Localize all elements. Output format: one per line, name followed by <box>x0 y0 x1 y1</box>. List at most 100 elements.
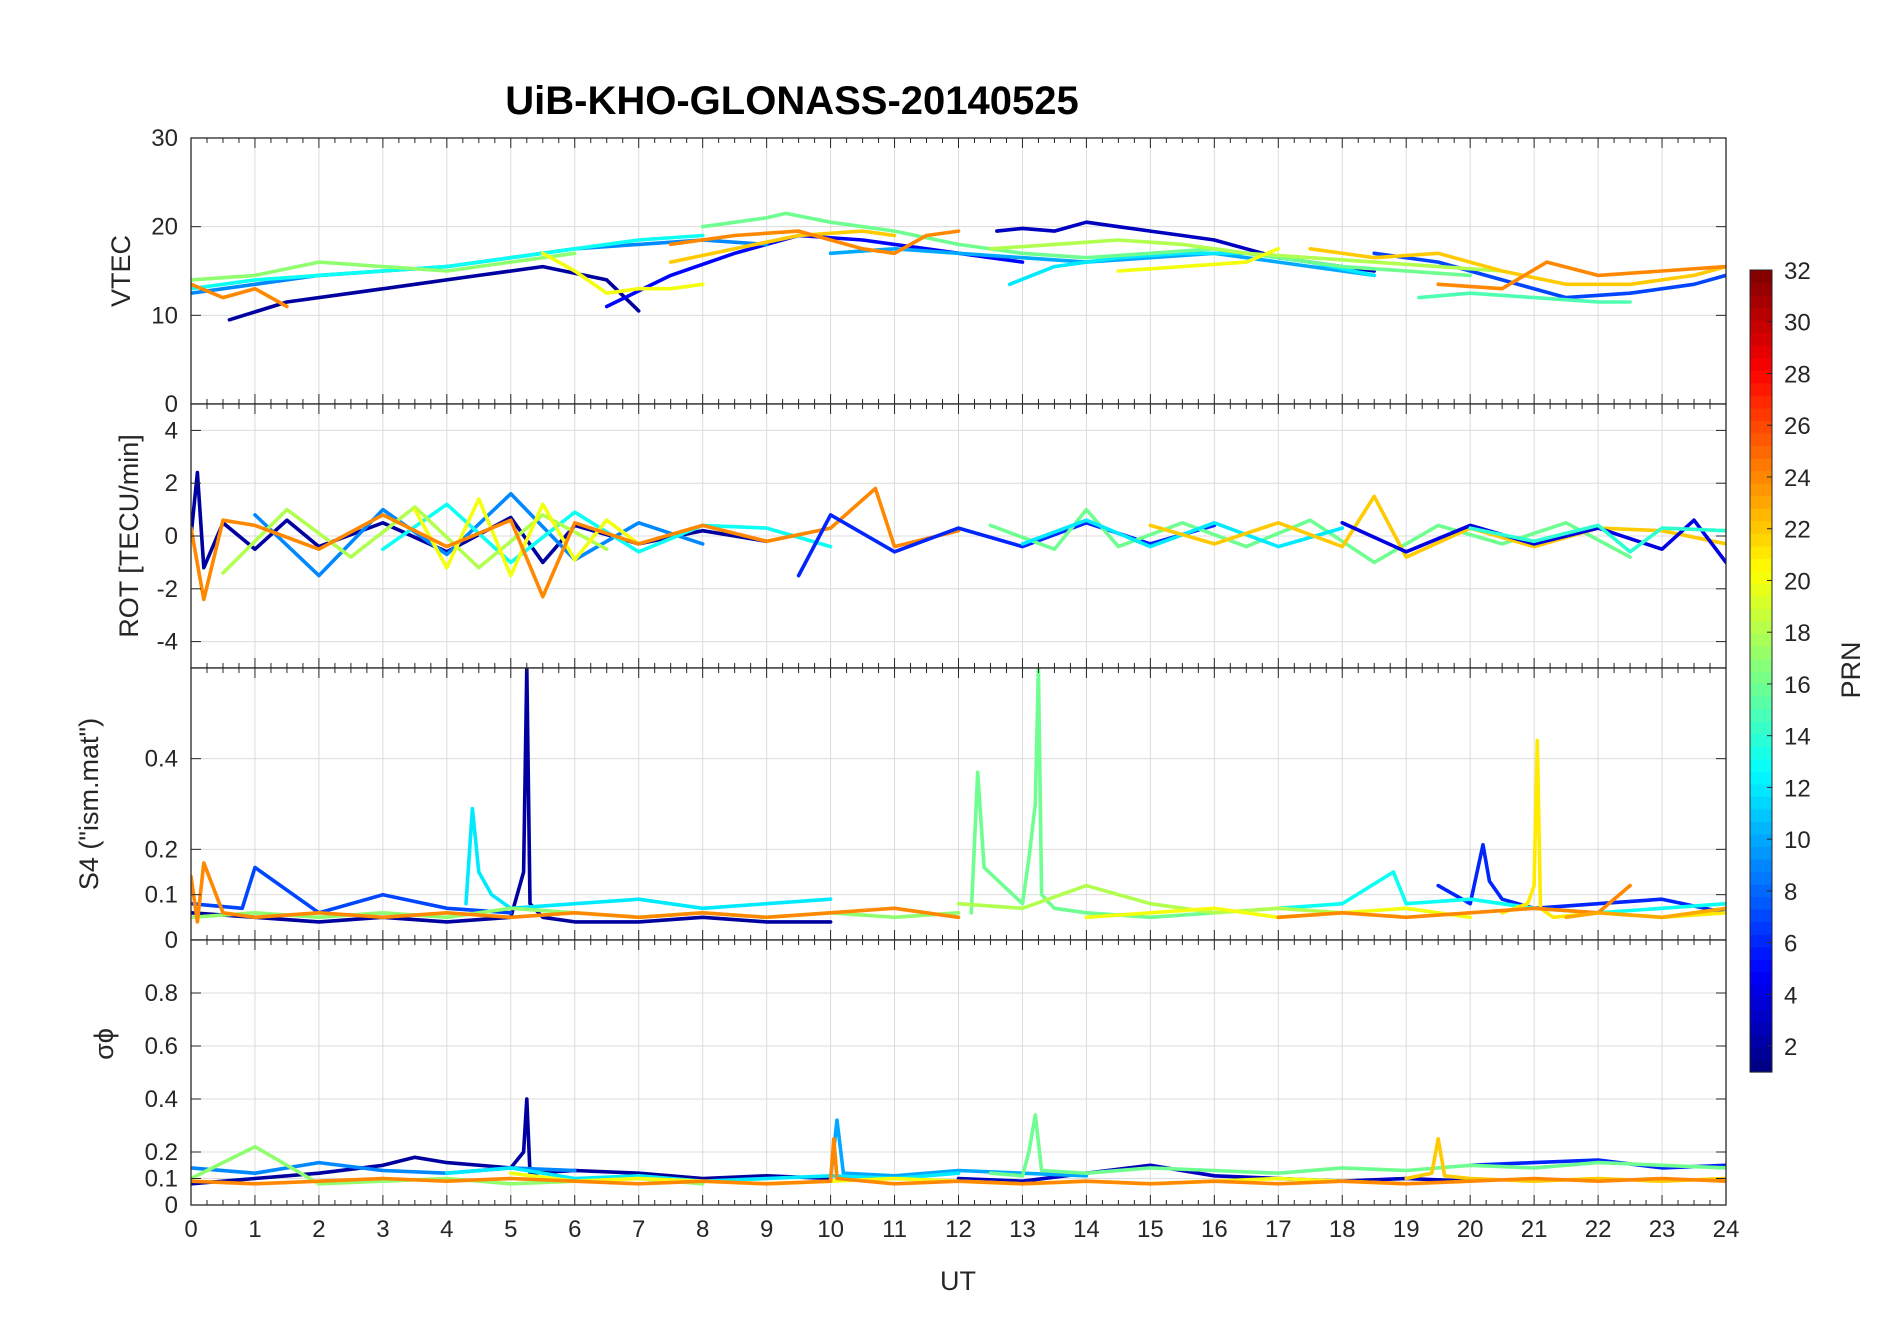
series-prn-24 <box>668 229 961 256</box>
y-axis-label: σϕ <box>89 1028 119 1060</box>
colorbar-tick-label: 14 <box>1784 724 1811 751</box>
series-prn-22 <box>668 229 897 264</box>
series-prn-18 <box>988 238 1504 273</box>
x-tick-label: 6 <box>568 1216 581 1243</box>
y-tick-label: 4 <box>165 417 178 444</box>
colorbar-segment <box>1750 645 1772 660</box>
colorbar-tick-label: 22 <box>1784 517 1811 544</box>
colorbar-segment <box>1750 270 1772 284</box>
colorbar-segment <box>1750 520 1772 534</box>
series-prn-15 <box>1417 291 1632 304</box>
x-tick-label: 7 <box>632 1216 645 1243</box>
y-tick-label: 20 <box>151 214 178 241</box>
series-prn-14 <box>1468 523 1726 554</box>
x-tick-label: 13 <box>1009 1216 1036 1243</box>
y-tick-label: 0 <box>165 1192 178 1219</box>
x-tick-label: 14 <box>1073 1216 1100 1243</box>
colorbar-tick-label: 10 <box>1784 827 1811 854</box>
y-tick-label: 0.4 <box>145 1086 178 1113</box>
series-prn-13 <box>1276 870 1726 915</box>
x-tick-label: 22 <box>1585 1216 1612 1243</box>
colorbar-segment <box>1750 445 1772 459</box>
colorbar-segment <box>1750 583 1772 597</box>
colorbar-segment <box>1750 758 1772 772</box>
colorbar-segment <box>1750 558 1772 572</box>
colorbar-segment <box>1750 332 1772 346</box>
colorbar-segment <box>1750 1021 1772 1036</box>
colorbar-segment <box>1750 696 1772 710</box>
x-tick-label: 23 <box>1649 1216 1676 1243</box>
series-group <box>191 1097 1726 1186</box>
series-prn-7 <box>1372 251 1726 300</box>
colorbar-segment <box>1750 796 1772 810</box>
series-prn-23 <box>1564 906 1726 920</box>
series-prn-20 <box>540 251 705 296</box>
colorbar-segment <box>1750 307 1772 321</box>
colorbar-segment <box>1750 633 1772 647</box>
y-tick-label: 10 <box>151 302 178 329</box>
series-prn-3 <box>956 1163 1472 1183</box>
x-tick-label: 5 <box>504 1216 517 1243</box>
colorbar-segment <box>1750 683 1772 697</box>
colorbar-segment <box>1750 858 1772 873</box>
series-prn-24 <box>191 486 961 602</box>
colorbar-tick-label: 24 <box>1784 465 1811 492</box>
colorbar-segment <box>1750 821 1772 835</box>
panel-rot: -4 -2 0 2 4 ROT [TECU/min] <box>114 403 1727 669</box>
x-tick-label: 12 <box>945 1216 972 1243</box>
series-prn-2 <box>191 1097 833 1186</box>
colorbar-segment <box>1750 771 1772 785</box>
x-tick-label: 19 <box>1393 1216 1420 1243</box>
colorbar-segment <box>1750 357 1772 371</box>
colorbar-label: PRN <box>1836 641 1866 698</box>
colorbar-segment <box>1750 320 1772 334</box>
series-prn-10 <box>828 247 1376 278</box>
colorbar-segment <box>1750 934 1772 948</box>
series-prn-17 <box>191 251 577 282</box>
colorbar-segment <box>1750 620 1772 635</box>
colorbar-tick-label: 16 <box>1784 672 1811 699</box>
y-tick-label: 0.8 <box>145 980 178 1007</box>
colorbar-segment <box>1750 909 1772 923</box>
series-prn-13 <box>191 233 705 291</box>
x-axis-label: UT <box>940 1266 976 1296</box>
y-tick-label: 0.4 <box>145 746 178 773</box>
colorbar-tick-label: 8 <box>1784 879 1797 906</box>
colorbar-segment <box>1750 971 1772 985</box>
colorbar-segment <box>1750 721 1772 735</box>
colorbar-segment <box>1750 1059 1772 1073</box>
colorbar-segment <box>1750 884 1772 898</box>
x-tick-label: 3 <box>376 1216 389 1243</box>
colorbar-segment <box>1750 382 1772 396</box>
x-tick-label: 11 <box>882 1216 907 1243</box>
y-tick-label: 0.6 <box>145 1033 178 1060</box>
y-tick-label: -2 <box>157 576 178 603</box>
colorbar-segment <box>1750 345 1772 359</box>
series-prn-18 <box>956 883 1345 915</box>
colorbar-tick-label: 18 <box>1784 620 1811 647</box>
series-prn-2 <box>227 264 641 322</box>
colorbar-tick-label: 32 <box>1784 258 1811 285</box>
colorbar-segment <box>1750 708 1772 722</box>
series-prn-16 <box>969 668 1217 920</box>
series-prn-4 <box>1340 518 1726 565</box>
series-prn-20 <box>1116 247 1281 273</box>
series-group <box>191 211 1726 322</box>
series-prn-9 <box>253 491 705 578</box>
x-tick-label: 16 <box>1201 1216 1228 1243</box>
y-tick-label: 30 <box>151 125 178 152</box>
colorbar-segment <box>1750 996 1772 1010</box>
panel-vtec: 0 10 20 30 VTEC <box>106 125 1727 418</box>
colorbar-segment <box>1750 282 1772 296</box>
colorbar-tick-label: 4 <box>1784 982 1797 1009</box>
x-tick-label: 15 <box>1137 1216 1164 1243</box>
colorbar-segment <box>1750 846 1772 860</box>
y-tick-label: 2 <box>165 470 178 497</box>
colorbar-frame <box>1749 269 1773 1073</box>
series-prn-12 <box>464 806 833 911</box>
series-prn-2 <box>191 668 833 924</box>
colorbar-segment <box>1750 1046 1772 1061</box>
